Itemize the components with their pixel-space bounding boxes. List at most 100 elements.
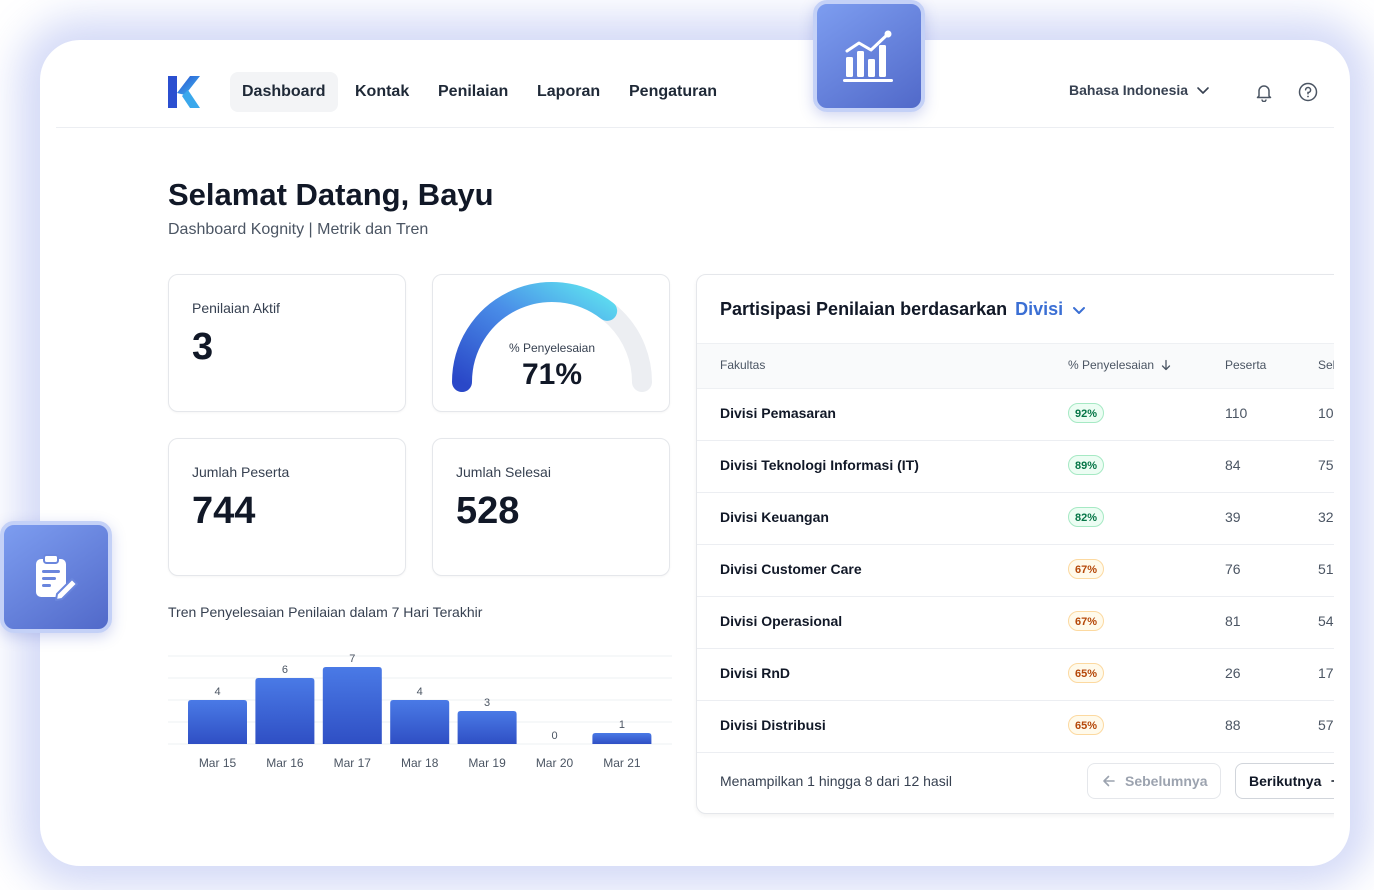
- row-completed: 10: [1318, 405, 1334, 421]
- arrow-left-icon: [1103, 775, 1115, 787]
- x-tick-label: Mar 21: [603, 756, 641, 770]
- chevron-down-icon: [1073, 306, 1086, 314]
- participants-value: 744: [192, 490, 256, 532]
- nav-penilaian[interactable]: Penilaian: [438, 83, 509, 100]
- assessment-badge: [0, 521, 112, 633]
- help-icon[interactable]: [1298, 82, 1318, 102]
- previous-page-button[interactable]: Sebelumnya: [1087, 763, 1222, 799]
- chart-bar: [322, 667, 382, 744]
- language-selector[interactable]: Bahasa Indonesia: [1069, 82, 1210, 98]
- completed-card: Jumlah Selesai 528: [432, 438, 670, 576]
- chart-title: Tren Penyelesaian Penilaian dalam 7 Hari…: [168, 604, 483, 620]
- column-selesai[interactable]: Sel: [1318, 358, 1334, 372]
- completion-badge: 65%: [1068, 715, 1105, 735]
- next-page-button[interactable]: Berikutnya: [1235, 763, 1334, 799]
- bar-value-label: 7: [349, 653, 355, 665]
- row-name: Divisi Teknologi Informasi (IT): [720, 457, 919, 473]
- chevron-down-icon: [1197, 87, 1209, 94]
- row-name: Divisi Customer Care: [720, 561, 862, 577]
- bar-value-label: 4: [417, 686, 423, 698]
- x-tick-label: Mar 19: [468, 756, 506, 770]
- table-row[interactable]: Divisi Customer Care 67% 76 51: [697, 544, 1334, 597]
- participation-table-card: Partisipasi Penilaian berdasarkan Divisi…: [696, 274, 1334, 814]
- column-penyelesaian-label: % Penyelesaian: [1068, 358, 1155, 372]
- bell-icon[interactable]: [1254, 82, 1274, 102]
- row-name: Divisi RnD: [720, 665, 791, 681]
- bar-value-label: 4: [214, 686, 220, 698]
- completed-value: 528: [456, 490, 520, 532]
- active-assessments-label: Penilaian Aktif: [192, 300, 280, 316]
- x-tick-label: Mar 15: [199, 756, 237, 770]
- page-title: Selamat Datang, Bayu: [168, 177, 494, 212]
- completion-badge: 65%: [1068, 663, 1105, 683]
- chart-bar: [592, 733, 652, 744]
- row-name: Divisi Operasional: [720, 613, 843, 629]
- row-participants: 76: [1225, 561, 1241, 577]
- table-title-group: Partisipasi Penilaian berdasarkan Divisi: [720, 299, 1087, 320]
- bar-value-label: 1: [619, 719, 625, 731]
- table-row[interactable]: Divisi Operasional 67% 81 54: [697, 596, 1334, 649]
- row-name: Divisi Keuangan: [720, 509, 829, 525]
- completion-label: % Penyelesaian: [508, 341, 596, 355]
- x-tick-label: Mar 18: [401, 756, 439, 770]
- x-tick-label: Mar 17: [334, 756, 372, 770]
- arrow-right-icon: [1331, 780, 1334, 782]
- x-tick-label: Mar 16: [266, 756, 304, 770]
- bar-value-label: 0: [551, 730, 557, 742]
- column-peserta[interactable]: Peserta: [1225, 358, 1267, 372]
- table-row[interactable]: Divisi Keuangan 82% 39 32: [697, 492, 1334, 545]
- app-window: Dashboard Kontak Penilaian Laporan Penga…: [56, 56, 1334, 850]
- column-fakultas[interactable]: Fakultas: [720, 358, 766, 372]
- row-completed: 57: [1318, 717, 1334, 733]
- active-assessments-value: 3: [192, 326, 214, 368]
- row-completed: 17: [1318, 665, 1334, 681]
- arrow-down-icon: [1161, 359, 1171, 371]
- chart-bar: [457, 711, 517, 744]
- analytics-badge: [813, 0, 925, 112]
- participants-label: Jumlah Peserta: [192, 464, 290, 480]
- table-row[interactable]: Divisi Pemasaran 92% 110 10: [697, 388, 1334, 441]
- division-filter[interactable]: Divisi: [1015, 299, 1087, 320]
- chart-bar: [188, 700, 247, 744]
- active-assessments-card: Penilaian Aktif 3: [168, 274, 406, 412]
- nav-dashboard[interactable]: Dashboard: [230, 72, 338, 112]
- row-completed: 51: [1318, 561, 1334, 577]
- gauge-fill: [452, 282, 618, 392]
- table-header: Fakultas % Penyelesaian Peserta Sel: [697, 343, 1334, 389]
- row-participants: 88: [1225, 717, 1241, 733]
- row-completed: 32: [1318, 509, 1334, 525]
- x-tick-label: Mar 20: [536, 756, 574, 770]
- column-penyelesaian[interactable]: % Penyelesaian: [1068, 358, 1172, 372]
- bar-value-label: 3: [484, 697, 490, 709]
- row-name: Divisi Distribusi: [720, 717, 826, 733]
- nav-kontak[interactable]: Kontak: [355, 83, 410, 100]
- completion-badge: 92%: [1068, 403, 1105, 423]
- nav-pengaturan[interactable]: Pengaturan: [629, 83, 718, 100]
- row-name: Divisi Pemasaran: [720, 405, 836, 421]
- table-row[interactable]: Divisi RnD 65% 26 17: [697, 648, 1334, 701]
- next-page-label: Berikutnya: [1249, 773, 1322, 789]
- kognity-logo[interactable]: [168, 76, 200, 108]
- completion-gauge: [452, 282, 652, 392]
- chart-growth-icon: [843, 30, 893, 82]
- completion-badge: 67%: [1068, 611, 1105, 631]
- completion-badge: 89%: [1068, 455, 1105, 475]
- completion-badge: 67%: [1068, 559, 1105, 579]
- completion-gauge-card: % Penyelesaian 71%: [432, 274, 670, 412]
- completion-trend-chart: 4 Mar 15 6 Mar 16 7 Mar 17 4 Mar 18 3 Mar 19 0 Mar …: [168, 653, 672, 770]
- nav-laporan[interactable]: Laporan: [537, 83, 601, 100]
- row-participants: 110: [1225, 405, 1248, 421]
- division-filter-label: Divisi: [1015, 299, 1064, 319]
- page-subtitle: Dashboard Kognity | Metrik dan Tren: [168, 221, 429, 238]
- row-participants: 84: [1225, 457, 1241, 473]
- table-row[interactable]: Divisi Distribusi 65% 88 57: [697, 700, 1334, 753]
- table-title: Partisipasi Penilaian berdasarkan: [720, 299, 1008, 319]
- completed-label: Jumlah Selesai: [456, 464, 551, 480]
- table-row[interactable]: Divisi Teknologi Informasi (IT) 89% 84 7…: [697, 440, 1334, 493]
- row-participants: 39: [1225, 509, 1241, 525]
- chart-bar: [390, 700, 450, 744]
- language-label: Bahasa Indonesia: [1069, 82, 1189, 98]
- row-completed: 54: [1318, 613, 1334, 629]
- pagination-summary: Menampilkan 1 hingga 8 dari 12 hasil: [720, 773, 952, 789]
- chart-bar: [255, 678, 315, 744]
